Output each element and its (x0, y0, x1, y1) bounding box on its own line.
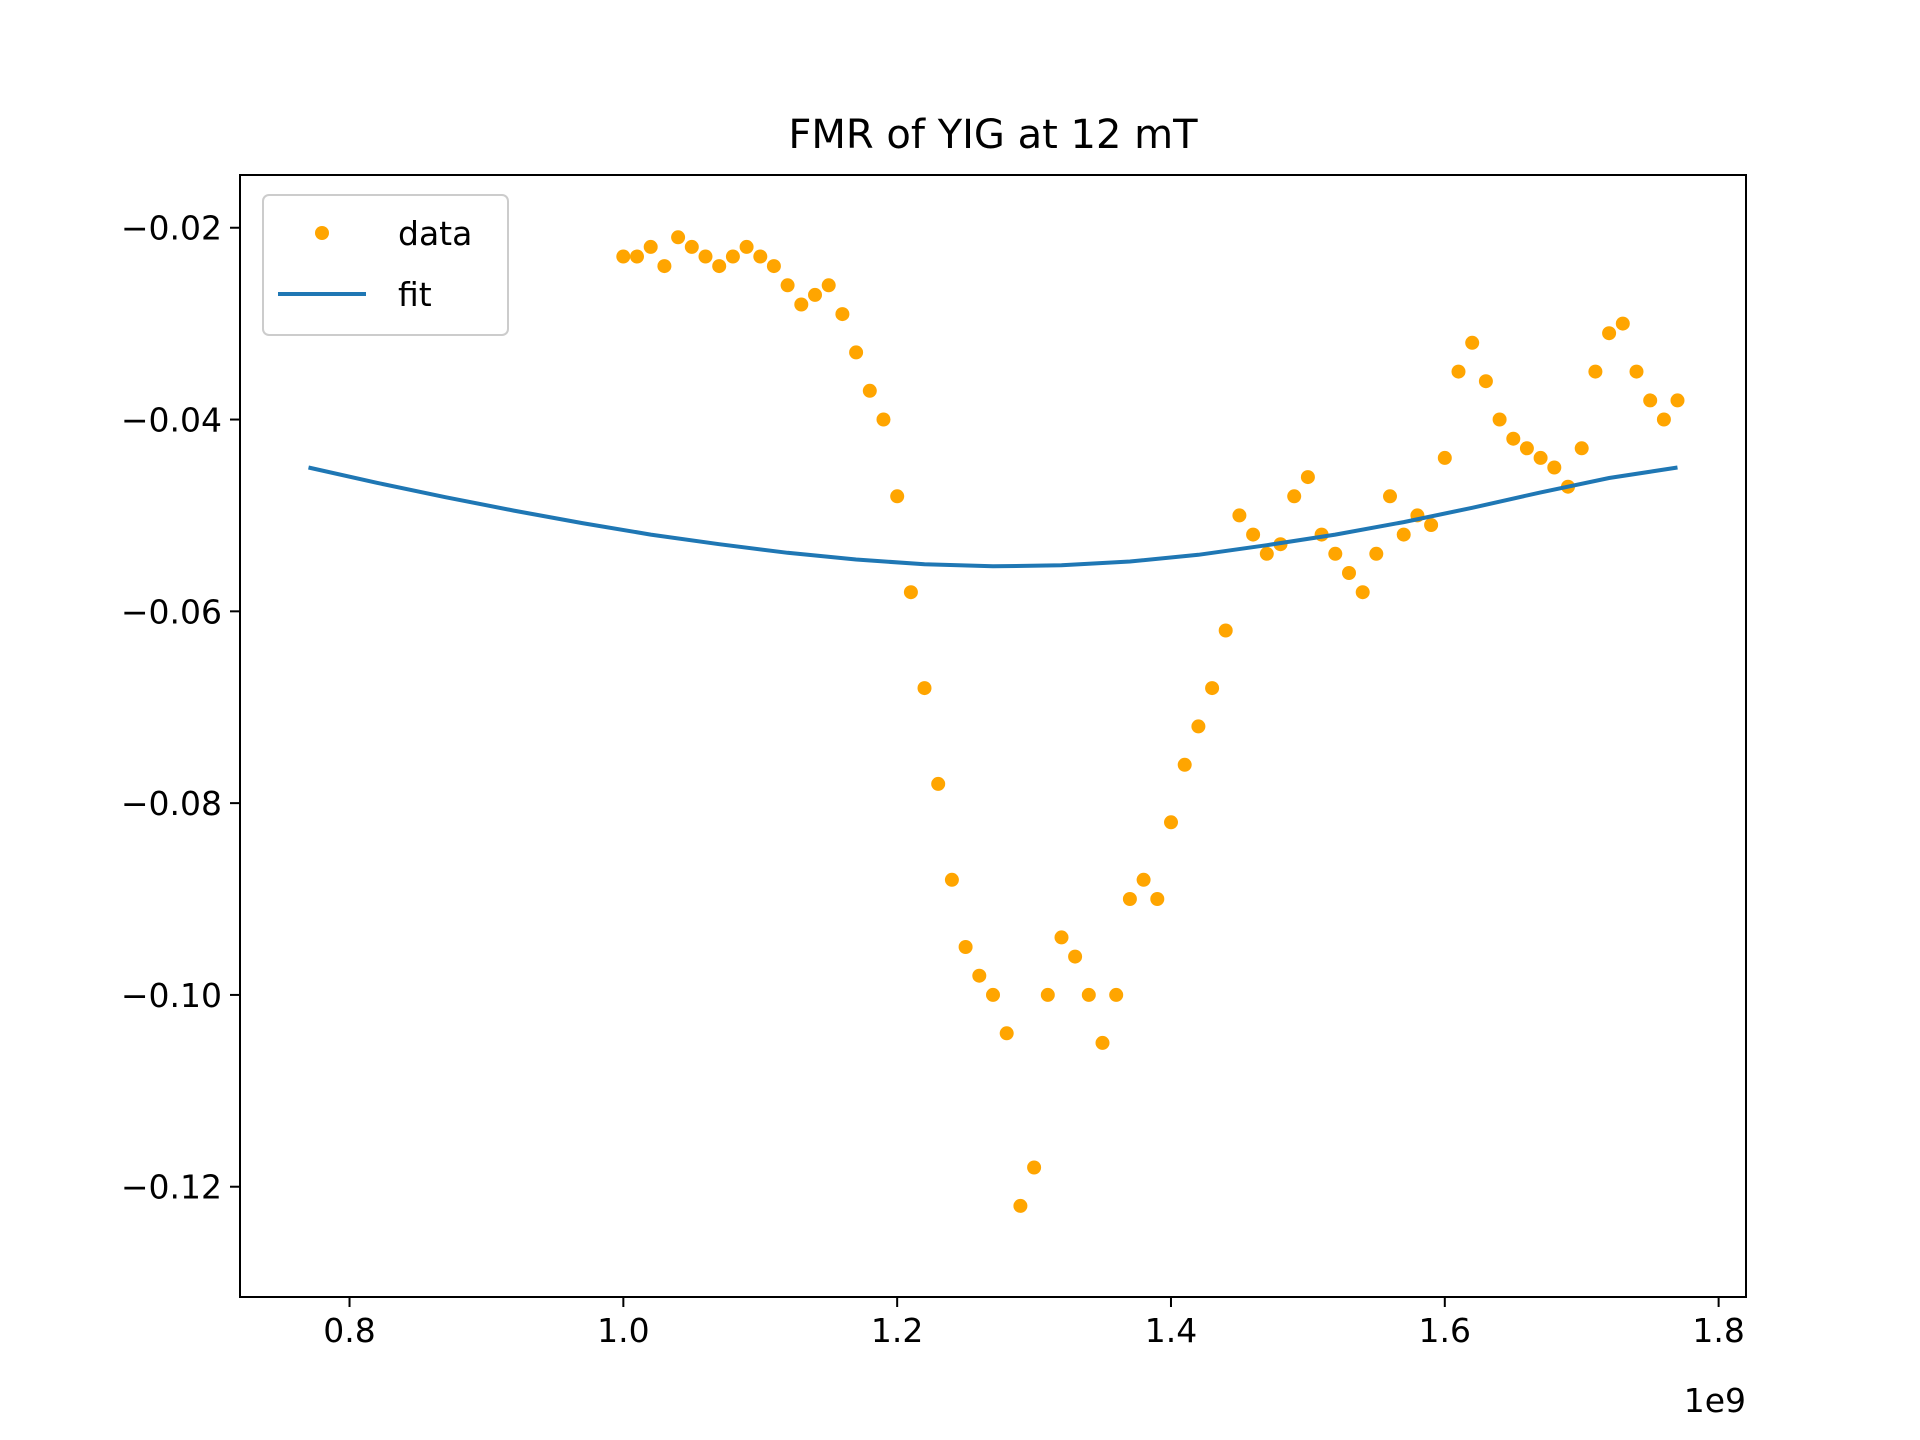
x-tick-label: 1.2 (871, 1311, 923, 1350)
data-point (1355, 585, 1370, 600)
x-tick-label: 0.8 (323, 1311, 375, 1350)
data-point (1451, 364, 1466, 379)
data-point (931, 776, 946, 791)
data-point (808, 287, 822, 302)
data-point (1287, 489, 1302, 504)
data-point (1136, 872, 1151, 887)
legend: data fit (262, 194, 509, 336)
data-point (725, 249, 740, 264)
data-point (1328, 546, 1343, 561)
x-offset-label: 1e9 (1684, 1381, 1746, 1420)
data-point (1670, 393, 1685, 408)
y-tick-label: −0.06 (121, 592, 222, 631)
data-point (1013, 1198, 1028, 1213)
data-point (1533, 450, 1548, 465)
fit-line (308, 465, 1678, 569)
data-point (1027, 1160, 1042, 1175)
y-axis: −0.02 −0.04 −0.06 −0.08 −0.10 −0.12 (121, 209, 240, 1207)
data-point (1547, 460, 1562, 475)
data-point (753, 249, 768, 264)
legend-data-marker (315, 226, 329, 240)
x-tick-label: 1.6 (1419, 1311, 1471, 1350)
data-point (1492, 412, 1507, 427)
data-point (1191, 719, 1206, 734)
data-point (1574, 441, 1589, 456)
data-point (1109, 987, 1124, 1002)
data-point (780, 278, 795, 293)
data-point (944, 872, 959, 887)
data-point (849, 345, 864, 360)
x-tick-label: 1.4 (1145, 1311, 1197, 1350)
data-point (1383, 489, 1397, 504)
data-point (1629, 364, 1644, 379)
data-point (1369, 546, 1384, 561)
y-tick-label: −0.12 (121, 1168, 222, 1207)
data-point (1232, 508, 1247, 523)
data-point (1095, 1035, 1110, 1050)
y-tick-label: −0.04 (121, 401, 222, 440)
axes-frame (239, 174, 1747, 1298)
data-point (1437, 450, 1452, 465)
data-point (684, 239, 699, 254)
data-point (835, 307, 850, 322)
data-point (1164, 815, 1178, 830)
plot-area (308, 230, 1685, 1213)
data-point (1588, 364, 1603, 379)
y-tick-label: −0.02 (121, 209, 222, 248)
data-point (698, 249, 713, 264)
x-axis: 0.8 1.0 1.2 1.4 1.6 1.8 (323, 1297, 1745, 1350)
data-point (616, 249, 631, 264)
data-point (1643, 393, 1658, 408)
data-point (958, 940, 973, 954)
data-point (1656, 412, 1671, 427)
data-point (917, 681, 932, 696)
data-point (1519, 441, 1534, 456)
data-point (643, 239, 658, 254)
data-point (1602, 326, 1617, 341)
data-point (1205, 681, 1220, 696)
data-point (972, 968, 987, 983)
legend-data-label: data (398, 214, 472, 253)
chart-title: FMR of YIG at 12 mT (788, 112, 1198, 158)
data-point (1506, 431, 1521, 446)
data-point (1054, 930, 1069, 945)
data-point (1465, 335, 1480, 350)
data-point (1122, 892, 1137, 906)
data-point (1300, 470, 1315, 485)
data-point (671, 230, 686, 245)
data-point (766, 259, 781, 274)
y-tick-label: −0.08 (121, 784, 222, 823)
data-point (1478, 374, 1493, 389)
data-point (1424, 518, 1439, 532)
data-point (1342, 566, 1356, 580)
data-point (794, 297, 809, 312)
data-point (903, 585, 918, 600)
data-point (1068, 949, 1083, 964)
data-point (1259, 546, 1274, 561)
data-point (821, 278, 836, 293)
data-point (876, 412, 891, 427)
data-point (657, 259, 672, 274)
data-point (1040, 987, 1055, 1002)
x-tick-label: 1.8 (1692, 1311, 1744, 1350)
data-point (986, 987, 1000, 1002)
data-point (1218, 623, 1233, 638)
data-point (999, 1026, 1014, 1041)
data-point (1615, 316, 1630, 331)
x-tick-label: 1.0 (597, 1311, 649, 1350)
data-point (1396, 527, 1411, 542)
data-point (862, 383, 877, 398)
data-point (1246, 527, 1261, 542)
data-point (712, 259, 727, 274)
data-point (630, 249, 644, 264)
data-point (1177, 757, 1192, 772)
legend-fit-label: fit (398, 275, 432, 314)
y-tick-label: −0.10 (121, 976, 222, 1015)
data-point (890, 489, 905, 504)
data-point (1150, 892, 1165, 906)
data-point (739, 239, 754, 254)
data-point (1081, 987, 1096, 1002)
